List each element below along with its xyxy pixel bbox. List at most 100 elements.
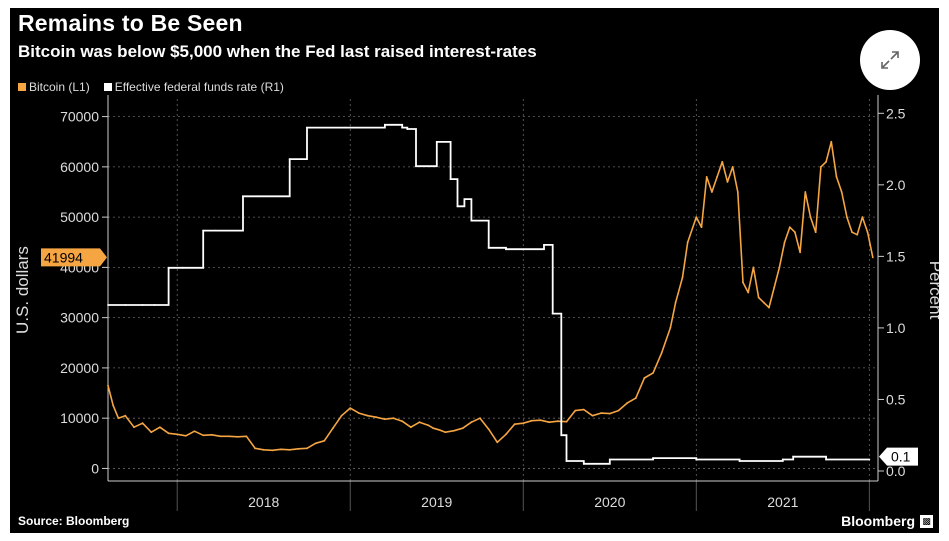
brand-logo: Bloomberg ▩ bbox=[841, 513, 933, 529]
bitcoin-point bbox=[736, 191, 739, 193]
bitcoin-point bbox=[556, 420, 559, 423]
bitcoin-point bbox=[856, 233, 859, 236]
x-tick-label: 2020 bbox=[594, 494, 625, 510]
bitcoin-point bbox=[219, 435, 222, 438]
bitcoin-point bbox=[835, 176, 838, 178]
bitcoin-point bbox=[825, 160, 827, 163]
fed-rate-point bbox=[153, 304, 156, 306]
bitcoin-point bbox=[565, 420, 568, 423]
x-tick-label: 2018 bbox=[248, 494, 279, 510]
bitcoin-point bbox=[830, 140, 833, 143]
legend-swatch-fed bbox=[103, 83, 112, 91]
expand-button[interactable] bbox=[860, 30, 920, 90]
bitcoin-point bbox=[608, 412, 611, 415]
bitcoin-point bbox=[314, 442, 317, 445]
bitcoin-point bbox=[617, 409, 620, 412]
y-axis-title-right: Percent bbox=[926, 261, 939, 320]
bitcoin-point bbox=[280, 448, 282, 451]
fed-rate-point bbox=[300, 158, 303, 160]
bitcoin-point bbox=[159, 426, 161, 429]
bitcoin-point bbox=[487, 428, 490, 431]
bitcoin-point bbox=[332, 427, 334, 430]
bitcoin-point bbox=[112, 404, 115, 407]
bitcoin-point bbox=[721, 160, 724, 163]
bitcoin-last-value-tag bbox=[41, 248, 107, 267]
bitcoin-point bbox=[726, 181, 729, 183]
x-tick-label: 2019 bbox=[421, 494, 452, 510]
fed-rate-point bbox=[868, 458, 871, 461]
legend-item-fed: Effective federal funds rate (R1) bbox=[103, 80, 284, 94]
fed-rate-point bbox=[415, 165, 417, 168]
x-tick-label: 2021 bbox=[767, 494, 798, 510]
bitcoin-point bbox=[845, 216, 848, 219]
bitcoin-point bbox=[167, 432, 170, 435]
tick-label-left: 20000 bbox=[60, 360, 99, 376]
tick-label-right: 2.5 bbox=[886, 105, 906, 121]
y-axis-title-left: U.S. dollars bbox=[13, 246, 32, 334]
fed-rate-point bbox=[107, 304, 109, 306]
expand-icon bbox=[881, 51, 899, 69]
fed-rate-point bbox=[406, 128, 409, 130]
fed-rate-point bbox=[349, 126, 352, 129]
bitcoin-point bbox=[432, 427, 435, 430]
bitcoin-point bbox=[262, 448, 265, 451]
fed-rate-point bbox=[470, 219, 473, 222]
axis-labels: 0100002000030000400005000060000700000.00… bbox=[13, 105, 939, 510]
fed-rate-point bbox=[456, 205, 459, 208]
bitcoin-point bbox=[695, 216, 698, 219]
legend-label-bitcoin: Bitcoin (L1) bbox=[29, 80, 90, 94]
tick-label-right: 0.5 bbox=[886, 391, 906, 407]
fed-last-value-label: 0.1 bbox=[891, 449, 911, 465]
fed-rate-point bbox=[181, 266, 184, 269]
fed-rate-point bbox=[124, 304, 127, 306]
bitcoin-point bbox=[202, 434, 205, 437]
bitcoin-point bbox=[643, 377, 646, 379]
bitcoin-point bbox=[383, 418, 386, 421]
bitcoin-point bbox=[117, 417, 120, 420]
bitcoin-point bbox=[210, 433, 213, 436]
bitcoin-point bbox=[461, 427, 464, 430]
bitcoin-point bbox=[809, 216, 812, 219]
bitcoin-point bbox=[418, 421, 421, 424]
tick-label-left: 10000 bbox=[60, 410, 99, 426]
fed-rate-point bbox=[652, 457, 654, 460]
fed-rate-point bbox=[792, 455, 795, 458]
bitcoin-point bbox=[392, 417, 395, 420]
bitcoin-point bbox=[634, 397, 637, 399]
bitcoin-point bbox=[496, 441, 499, 444]
bitcoin-point bbox=[505, 433, 507, 436]
bitcoin-point bbox=[479, 417, 481, 420]
fed-rate-point bbox=[695, 458, 698, 461]
tick-label-left: 50000 bbox=[60, 209, 99, 225]
bitcoin-point bbox=[375, 416, 378, 419]
bitcoin-point bbox=[871, 256, 874, 259]
bitcoin-last-value-label: 41994 bbox=[44, 249, 83, 265]
fed-rate-point bbox=[383, 123, 386, 126]
bitcoin-point bbox=[176, 433, 179, 436]
tick-label-left: 60000 bbox=[60, 159, 99, 175]
bitcoin-point bbox=[124, 414, 127, 417]
bitcoin-point bbox=[193, 430, 196, 433]
tick-label-right: 2.0 bbox=[886, 177, 906, 193]
bitcoin-point bbox=[236, 435, 239, 438]
fed-rate-point bbox=[306, 126, 308, 129]
fed-rate-point bbox=[551, 312, 554, 315]
bitcoin-point bbox=[531, 419, 533, 422]
bitcoin-point bbox=[705, 176, 708, 178]
fed-rate-point bbox=[449, 178, 452, 181]
chart-subtitle: Bitcoin was below $5,000 when the Fed la… bbox=[18, 42, 537, 61]
bitcoin-point bbox=[681, 276, 684, 279]
bitcoin-point bbox=[747, 291, 750, 294]
bitcoin-point bbox=[778, 266, 781, 269]
fed-rate-point bbox=[141, 304, 144, 306]
bloomberg-terminal-icon: ▩ bbox=[920, 514, 933, 528]
bitcoin-point bbox=[861, 216, 864, 219]
fed-rate-point bbox=[435, 141, 438, 143]
bitcoin-point bbox=[306, 447, 308, 450]
bitcoin-point bbox=[814, 231, 817, 234]
bitcoin-point bbox=[660, 351, 663, 354]
bitcoin-point bbox=[401, 420, 404, 423]
bitcoin-point bbox=[574, 409, 577, 412]
bitcoin-point bbox=[297, 447, 300, 450]
bitcoin-point bbox=[409, 426, 412, 429]
